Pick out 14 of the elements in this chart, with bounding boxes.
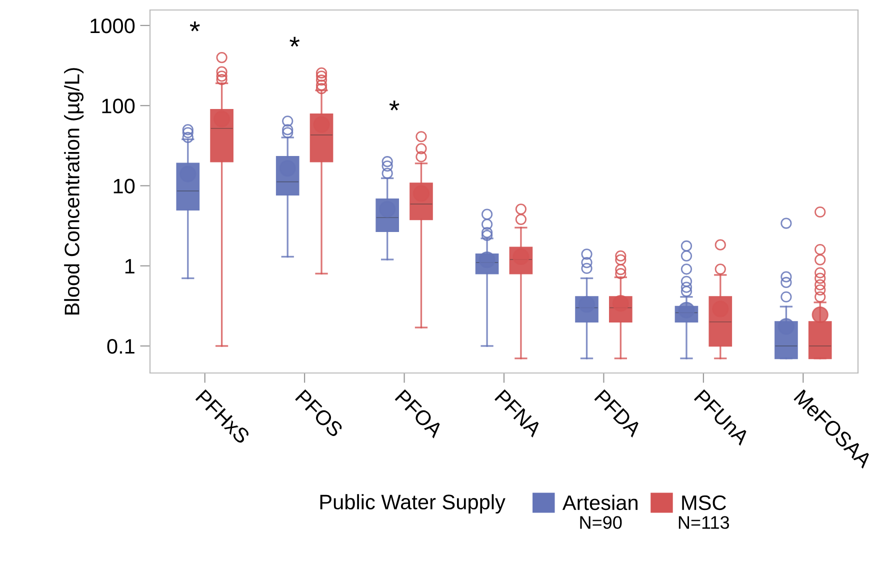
y-tick-label: 10	[114, 178, 135, 194]
y-tick-label: 1000	[90, 18, 135, 34]
text: N=113	[678, 516, 730, 529]
annotation: *	[190, 22, 200, 32]
y-tick-label: 100	[102, 98, 135, 114]
annotation: *	[389, 100, 400, 110]
text: N=90	[580, 516, 622, 529]
y-tick-label: 1	[125, 259, 134, 274]
legend-label: MSC	[682, 495, 726, 510]
legend-title: Public Water Supply	[320, 494, 506, 514]
y-axis-title: Blood Concentration (µg/L)	[64, 68, 84, 314]
y-tick-label: 0.1	[107, 338, 134, 354]
legend-label: Artesian	[562, 494, 638, 510]
annotation: *	[290, 36, 300, 47]
